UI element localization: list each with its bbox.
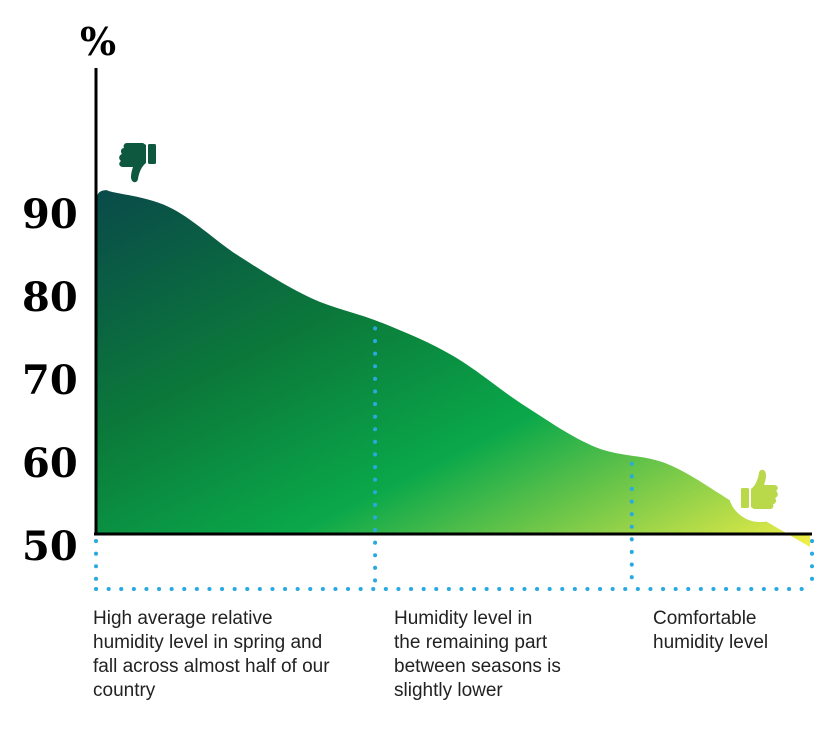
y-tick-label: 80 <box>22 274 78 321</box>
segment-caption-comfortable: Comfortable humidity level <box>653 608 769 653</box>
y-tick-label: 90 <box>22 191 78 238</box>
humidity-area <box>97 190 810 547</box>
y-tick-label: 70 <box>22 357 78 404</box>
y-tick-label: 60 <box>22 440 78 487</box>
y-tick-label: 50 <box>22 523 78 570</box>
segment-caption-lower: Humidity level in the remaining part bet… <box>394 608 561 701</box>
segment-caption-high: High average relative humidity level in … <box>93 608 330 701</box>
section-dividers <box>94 326 814 591</box>
y-axis-unit: % <box>80 19 116 64</box>
y-axis-ticks: 90 80 70 60 50 <box>22 191 78 570</box>
thumbs-down-icon <box>105 130 169 194</box>
thumbs-up-icon <box>728 458 792 522</box>
